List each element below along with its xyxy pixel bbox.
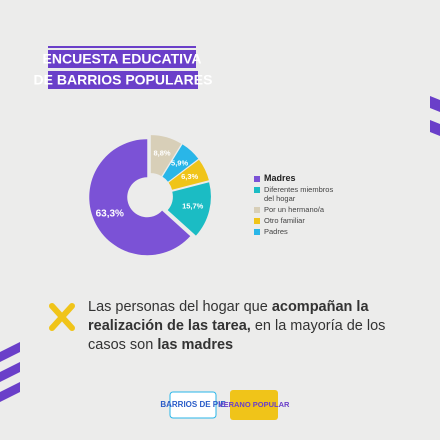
stripe: [0, 362, 20, 382]
legend-item: Otro familiar: [254, 216, 364, 225]
pie-slice: [162, 144, 199, 182]
legend-label: Otro familiar: [264, 216, 305, 225]
slice-label: 5,9%: [171, 158, 188, 167]
legend-item: Diferentes miembros del hogar: [254, 185, 364, 203]
logo: [169, 391, 217, 419]
body-segment: las madres: [157, 337, 234, 353]
pie: 8,8%5,9% 6,3% 15,7% 63,3%: [89, 135, 211, 256]
body-text: Las personas del hogar que acompañan la …: [88, 298, 388, 355]
body-segment: en la mayoría de los casos son: [88, 318, 386, 353]
slice-label: 15,7%: [182, 202, 204, 211]
stripe: [0, 342, 20, 362]
logo: [230, 390, 278, 420]
legend-item: Padres: [254, 227, 364, 236]
pie-slice: [89, 139, 191, 256]
legend-swatch: [254, 217, 260, 224]
slice-label: 63,3%: [96, 208, 124, 219]
pie-slice: [168, 159, 209, 190]
body-segment: acompañan la realización de las tarea,: [88, 299, 369, 334]
title-line: DE BARRIOS POPULARES: [34, 72, 213, 88]
logo-text: BARRIOS DE PIE: [160, 400, 226, 409]
legend-label: Padres: [264, 227, 288, 236]
legend-swatch: [254, 186, 260, 193]
legend-swatch: [254, 175, 260, 182]
legend-label: Diferentes miembros del hogar: [264, 185, 334, 203]
legend: Madres Diferentes miembros del hogar Por u…: [254, 174, 364, 238]
legend-label: Por un hermano/a: [264, 205, 325, 214]
legend-item: Madres: [254, 174, 364, 183]
title-box: [48, 50, 196, 68]
pie-slice: [167, 182, 211, 236]
legend-swatch: [254, 228, 260, 235]
stripe: [430, 120, 440, 136]
slice-label: 8,8%: [153, 149, 170, 158]
pie-slice: [150, 135, 182, 177]
title-box: [48, 71, 198, 89]
x-icon: [49, 303, 75, 331]
stripe: [430, 96, 440, 112]
logo-text: VERANO POPULAR: [219, 400, 290, 409]
legend-swatch: [254, 206, 260, 213]
body-segment: Las personas del hogar que: [88, 299, 272, 315]
slice-label: 6,3%: [181, 172, 198, 181]
stripe: [0, 382, 20, 402]
legend-label: Madres: [264, 173, 296, 183]
title-line: ENCUESTA EDUCATIVA: [43, 51, 202, 67]
legend-item: Por un hermano/a: [254, 205, 364, 214]
title-rule: [48, 46, 196, 48]
